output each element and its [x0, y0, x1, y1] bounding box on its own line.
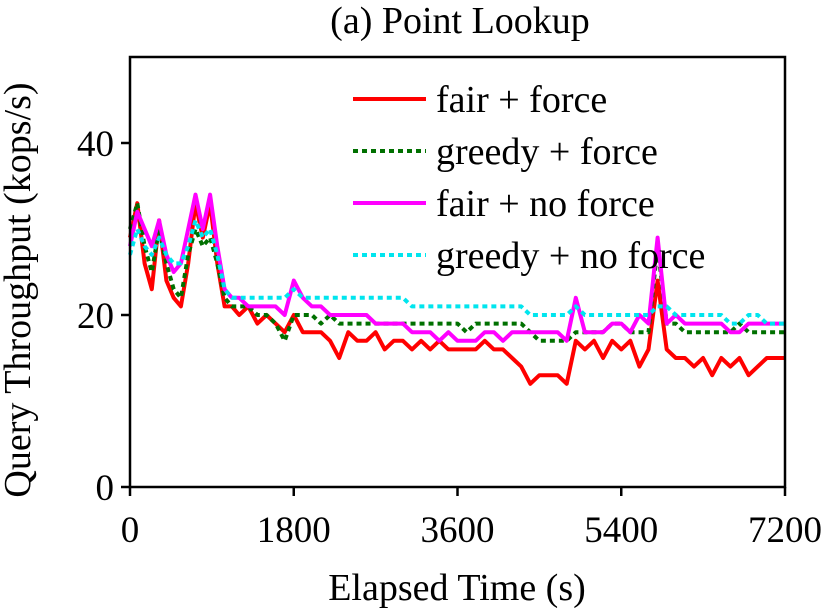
chart-title: (a) Point Lookup [330, 0, 590, 42]
y-tick-label: 20 [77, 296, 114, 337]
y-tick-label: 40 [77, 124, 114, 165]
x-tick-label: 1800 [257, 510, 331, 551]
x-tick-label: 0 [121, 510, 140, 551]
x-tick-label: 3600 [421, 510, 495, 551]
legend-label-4: greedy + no force [436, 235, 705, 277]
legend-label-1: fair + force [436, 79, 607, 121]
x-tick-label: 7200 [748, 510, 822, 551]
x-axis-label: Elapsed Time (s) [328, 567, 586, 609]
legend: fair + force greedy + force fair + no forc… [353, 79, 705, 277]
y-axis-label: Query Throughput (kops/s) [0, 82, 39, 497]
y-axis: 0 20 40 [77, 124, 130, 509]
x-tick-label: 5400 [584, 510, 658, 551]
plot-series [128, 192, 785, 386]
legend-label-2: greedy + force [436, 131, 658, 173]
x-axis: 0 1800 3600 5400 7200 [121, 487, 822, 551]
legend-label-3: fair + no force [436, 183, 655, 225]
y-tick-label: 0 [96, 468, 115, 509]
